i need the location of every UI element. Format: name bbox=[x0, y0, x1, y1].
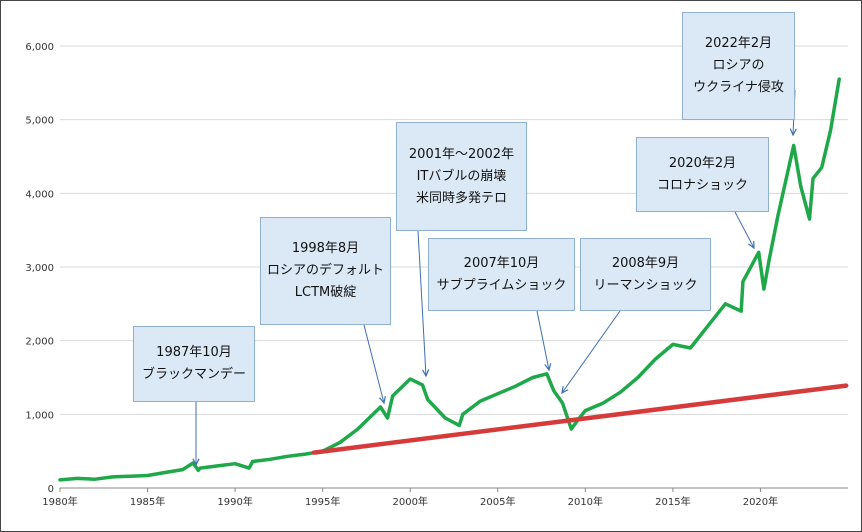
y-tick-label: 6,000 bbox=[25, 42, 54, 53]
x-tick-label: 2020年 bbox=[743, 495, 778, 508]
annotation-arrowhead bbox=[379, 396, 386, 405]
annotation-text: 2020年2月 コロナショック bbox=[657, 153, 748, 197]
annotation-line: 2022年2月 bbox=[704, 36, 773, 51]
annotation-arrowhead bbox=[789, 128, 797, 137]
annotation-arrow-line bbox=[417, 230, 427, 377]
y-tick-label: 0 bbox=[48, 484, 54, 495]
annotation-line: リーマンショック bbox=[593, 277, 698, 293]
annotation-arrowhead bbox=[748, 240, 755, 250]
annotation-line: 2001年～2002年 bbox=[408, 146, 515, 162]
annotation-text: 1998年8月ロシアのデフォルト LCTM破綻 bbox=[267, 238, 384, 304]
annotation-line: 2008年9月 bbox=[611, 255, 680, 271]
annotation-line: LCTM破綻 bbox=[294, 285, 357, 300]
y-tick-label: 5,000 bbox=[25, 116, 54, 127]
annotation-text: 2007年10月サブプライムショック bbox=[437, 253, 567, 297]
annotation-box: 2007年10月サブプライムショック bbox=[428, 238, 575, 311]
annotation-box: 2022年2月 ロシアのウクライナ侵攻 bbox=[682, 12, 795, 120]
annotation-line: 2007年10月 bbox=[463, 255, 540, 271]
x-tick-label: 2000年 bbox=[392, 495, 427, 508]
annotation-line: 米同時多発テロ bbox=[415, 190, 507, 206]
annotation-box: 2001年～2002年 ITバブルの崩壊 米同時多発テロ bbox=[396, 122, 527, 231]
y-tick-label: 3,000 bbox=[25, 263, 54, 274]
annotation-line: ロシアのデフォルト bbox=[266, 263, 384, 278]
annotation-text: 2008年9月リーマンショック bbox=[593, 253, 697, 297]
x-tick-label: 2010年 bbox=[568, 495, 603, 508]
x-tick-label: 2005年 bbox=[480, 495, 515, 508]
x-tick-label: 1985年 bbox=[130, 495, 165, 508]
annotation-line: ブラックマンデー bbox=[141, 367, 246, 382]
annotation-text: 2022年2月 ロシアのウクライナ侵攻 bbox=[693, 33, 784, 99]
annotation-arrowhead bbox=[422, 369, 430, 378]
annotation-text: 2001年～2002年 ITバブルの崩壊 米同時多発テロ bbox=[409, 144, 514, 210]
green-index-line bbox=[58, 77, 841, 482]
annotation-line: 2020年2月 bbox=[668, 155, 737, 171]
annotation-box: 1987年10月 ブラックマンデー bbox=[133, 326, 255, 402]
x-tick-label: 1995年 bbox=[305, 495, 340, 508]
x-tick-label: 1980年 bbox=[42, 495, 77, 508]
annotation-box: 2020年2月 コロナショック bbox=[636, 137, 769, 212]
annotation-arrowhead bbox=[192, 458, 200, 467]
y-tick-label: 4,000 bbox=[25, 189, 54, 200]
red-trend-line bbox=[311, 383, 849, 455]
annotation-arrow-line bbox=[536, 310, 550, 371]
annotation-arrowhead bbox=[544, 363, 552, 372]
y-tick-label: 1,000 bbox=[25, 410, 54, 421]
annotation-line: サブプライムショック bbox=[436, 277, 567, 293]
annotation-line: 1998年8月 bbox=[291, 241, 360, 256]
annotation-arrow-line bbox=[734, 211, 755, 249]
annotation-line: ウクライナ侵攻 bbox=[693, 80, 784, 95]
y-tick-label: 2,000 bbox=[25, 337, 54, 348]
annotation-box: 2008年9月リーマンショック bbox=[580, 238, 711, 311]
annotation-text: 1987年10月 ブラックマンデー bbox=[142, 342, 246, 386]
x-tick-label: 2015年 bbox=[655, 495, 690, 508]
annotation-box: 1998年8月ロシアのデフォルト LCTM破綻 bbox=[260, 217, 391, 325]
annotation-line: コロナショック bbox=[656, 177, 748, 193]
annotation-arrow-line bbox=[363, 324, 385, 404]
annotation-line: ITバブルの崩壊 bbox=[416, 168, 507, 184]
annotation-line: ロシアの bbox=[712, 58, 765, 73]
annotation-arrowhead bbox=[561, 385, 569, 395]
annotation-arrow-line bbox=[561, 310, 621, 394]
x-tick-label: 1990年 bbox=[217, 495, 252, 508]
annotation-line: 1987年10月 bbox=[156, 345, 232, 360]
